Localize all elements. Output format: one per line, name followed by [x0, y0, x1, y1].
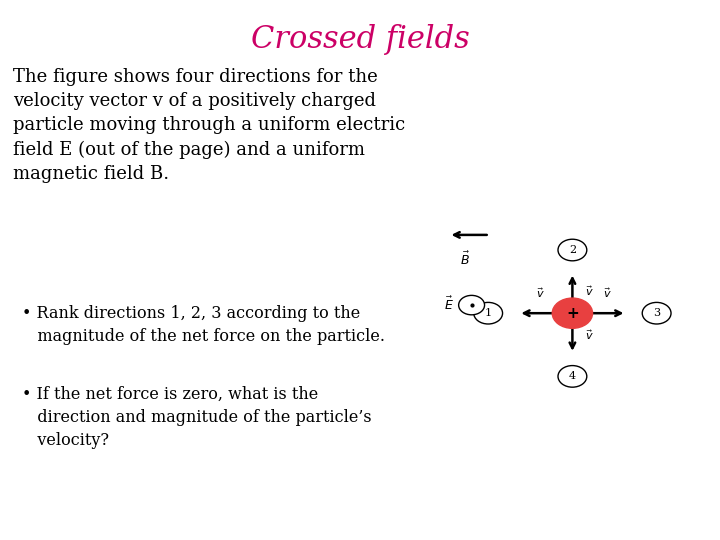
- Text: The figure shows four directions for the
velocity vector v of a positively charg: The figure shows four directions for the…: [13, 68, 405, 183]
- Text: Crossed fields: Crossed fields: [251, 24, 469, 55]
- Circle shape: [558, 239, 587, 261]
- Circle shape: [552, 298, 593, 328]
- Text: 2: 2: [569, 245, 576, 255]
- Text: 1: 1: [485, 308, 492, 318]
- Text: $\vec{v}$: $\vec{v}$: [603, 286, 612, 300]
- Text: 4: 4: [569, 372, 576, 381]
- Text: • Rank directions 1, 2, 3 according to the
   magnitude of the net force on the : • Rank directions 1, 2, 3 according to t…: [22, 305, 384, 345]
- Circle shape: [642, 302, 671, 324]
- Text: $\vec{v}$: $\vec{v}$: [585, 329, 594, 342]
- Text: $\vec{B}$: $\vec{B}$: [460, 251, 470, 268]
- Circle shape: [474, 302, 503, 324]
- Text: 3: 3: [653, 308, 660, 318]
- Text: • If the net force is zero, what is the
   direction and magnitude of the partic: • If the net force is zero, what is the …: [22, 386, 372, 449]
- Text: +: +: [566, 306, 579, 321]
- Circle shape: [558, 366, 587, 387]
- Text: $\vec{v}$: $\vec{v}$: [536, 286, 544, 300]
- Text: $\vec{E}$: $\vec{E}$: [444, 296, 454, 313]
- Text: $\vec{v}$: $\vec{v}$: [585, 284, 594, 298]
- Circle shape: [459, 295, 485, 315]
